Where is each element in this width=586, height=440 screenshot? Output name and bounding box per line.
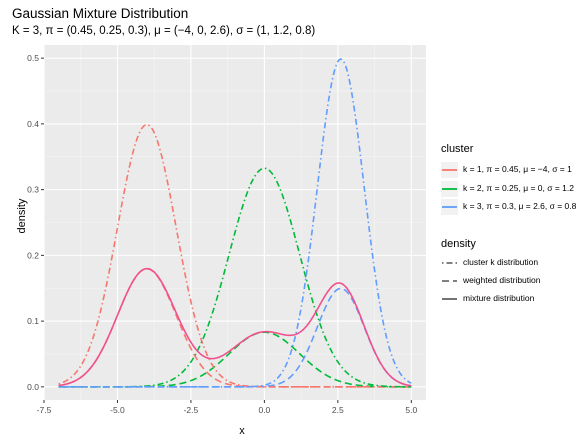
- cluster-curve-k1: [58, 123, 412, 388]
- legend-cluster-1-label: k = 1, π = 0.45, μ = −4, σ = 1: [463, 164, 572, 174]
- legend-density-1-label: cluster k distribution: [463, 257, 539, 267]
- legend-cluster-2-label: k = 2, π = 0.25, μ = 0, σ = 1.2: [463, 183, 574, 193]
- legend-cluster-title: cluster: [441, 143, 474, 155]
- chart-subtitle: K = 3, π = (0.45, 0.25, 0.3), μ = (−4, 0…: [12, 25, 316, 37]
- y-tick-label: 0.1: [27, 316, 39, 326]
- y-tick-label: 0.4: [27, 119, 39, 129]
- legend-density-2-label: weighted distribution: [463, 275, 541, 285]
- mixture-curve: [58, 267, 412, 387]
- x-tick-label: 2.5: [332, 405, 344, 415]
- x-tick-label: 5.0: [405, 405, 417, 415]
- legend-cluster-3-label: k = 3, π = 0.3, μ = 2.6, σ = 0.8: [463, 201, 577, 211]
- legend-density-title: density: [441, 238, 476, 250]
- x-tick-label: -2.5: [184, 405, 199, 415]
- y-tick-label: 0.5: [27, 53, 39, 63]
- x-tick-label: -5.0: [110, 405, 125, 415]
- legend-density-3-label: mixture distribution: [463, 293, 535, 303]
- y-tick-label: 0.2: [27, 250, 39, 260]
- x-axis-label: x: [239, 425, 245, 437]
- chart-title: Gaussian Mixture Distribution: [12, 6, 189, 21]
- cluster-curve-k3: [58, 58, 412, 388]
- y-axis-label: density: [16, 198, 28, 234]
- x-tick-label: 0.0: [258, 405, 270, 415]
- x-tick-label: -7.5: [37, 405, 52, 415]
- y-tick-label: 0.3: [27, 185, 39, 195]
- y-tick-label: 0.0: [27, 382, 39, 392]
